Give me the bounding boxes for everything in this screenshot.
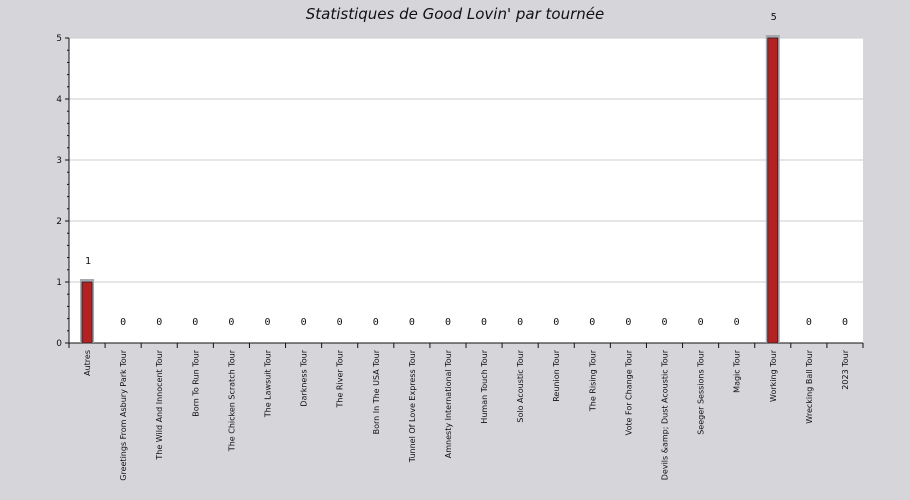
data-label: 1: [85, 256, 91, 267]
data-label: 0: [445, 317, 451, 328]
y-tick-label: 1: [56, 278, 62, 288]
data-label: 0: [192, 317, 198, 328]
x-tick-label: 2023 Tour: [841, 349, 850, 389]
data-label: 0: [589, 317, 595, 328]
x-tick-label: The Rising Tour: [588, 349, 597, 412]
data-label: 0: [301, 317, 307, 328]
data-label: 0: [264, 317, 270, 328]
x-tick-label: Wrecking Ball Tour: [805, 349, 814, 423]
data-label: 0: [481, 317, 487, 328]
data-label: 0: [120, 317, 126, 328]
y-tick-label: 3: [56, 156, 62, 166]
x-tick-label: Magic Tour: [733, 349, 742, 393]
x-tick-label: Autres: [83, 350, 92, 376]
x-tick-label: Tunnel Of Love Express Tour: [408, 349, 417, 463]
data-label: 5: [771, 12, 777, 23]
chart-title: Statistiques de Good Lovin' par tournée: [305, 5, 605, 23]
x-tick-label: Seeger Sessions Tour: [697, 349, 706, 434]
y-tick-label: 0: [56, 339, 62, 349]
x-tick-label: The River Tour: [336, 349, 345, 408]
data-label: 0: [337, 317, 343, 328]
y-tick-label: 4: [56, 95, 62, 105]
data-label: 0: [806, 317, 812, 328]
x-tick-label: Human Touch Tour: [480, 349, 489, 423]
data-label: 0: [373, 317, 379, 328]
bar: [767, 37, 779, 344]
data-label: 0: [698, 317, 704, 328]
x-tick-label: Solo Acoustic Tour: [516, 349, 525, 422]
x-tick-label: Working Tour: [769, 349, 778, 402]
data-label: 0: [517, 317, 523, 328]
data-label: 0: [228, 317, 234, 328]
x-tick-label: The Lawsuit Tour: [264, 349, 273, 418]
x-tick-label: Greetings From Asbury Park Tour: [119, 349, 128, 480]
x-tick-label: Born In The USA Tour: [372, 349, 381, 434]
x-tick-label: The Chicken Scratch Tour: [227, 349, 236, 452]
x-tick-label: Born To Run Tour: [191, 349, 200, 416]
plot-area: [69, 38, 863, 343]
x-tick-label: The Wild And Innocent Tour: [155, 349, 164, 460]
data-label: 0: [156, 317, 162, 328]
x-tick-label: Amnesty International Tour: [444, 349, 453, 458]
x-tick-label: Darkness Tour: [300, 349, 309, 406]
y-tick-label: 5: [56, 34, 62, 44]
x-tick-label: Vote For Change Tour: [624, 349, 633, 435]
data-label: 0: [661, 317, 667, 328]
data-label: 0: [734, 317, 740, 328]
data-label: 0: [842, 317, 848, 328]
data-label: 0: [409, 317, 415, 328]
data-label: 0: [625, 317, 631, 328]
data-label: 0: [553, 317, 559, 328]
x-tick-label: Reunion Tour: [552, 349, 561, 401]
y-tick-label: 2: [56, 217, 62, 227]
x-tick-label: Devils &amp; Dust Acoustic Tour: [661, 349, 670, 480]
bar: [81, 281, 93, 344]
